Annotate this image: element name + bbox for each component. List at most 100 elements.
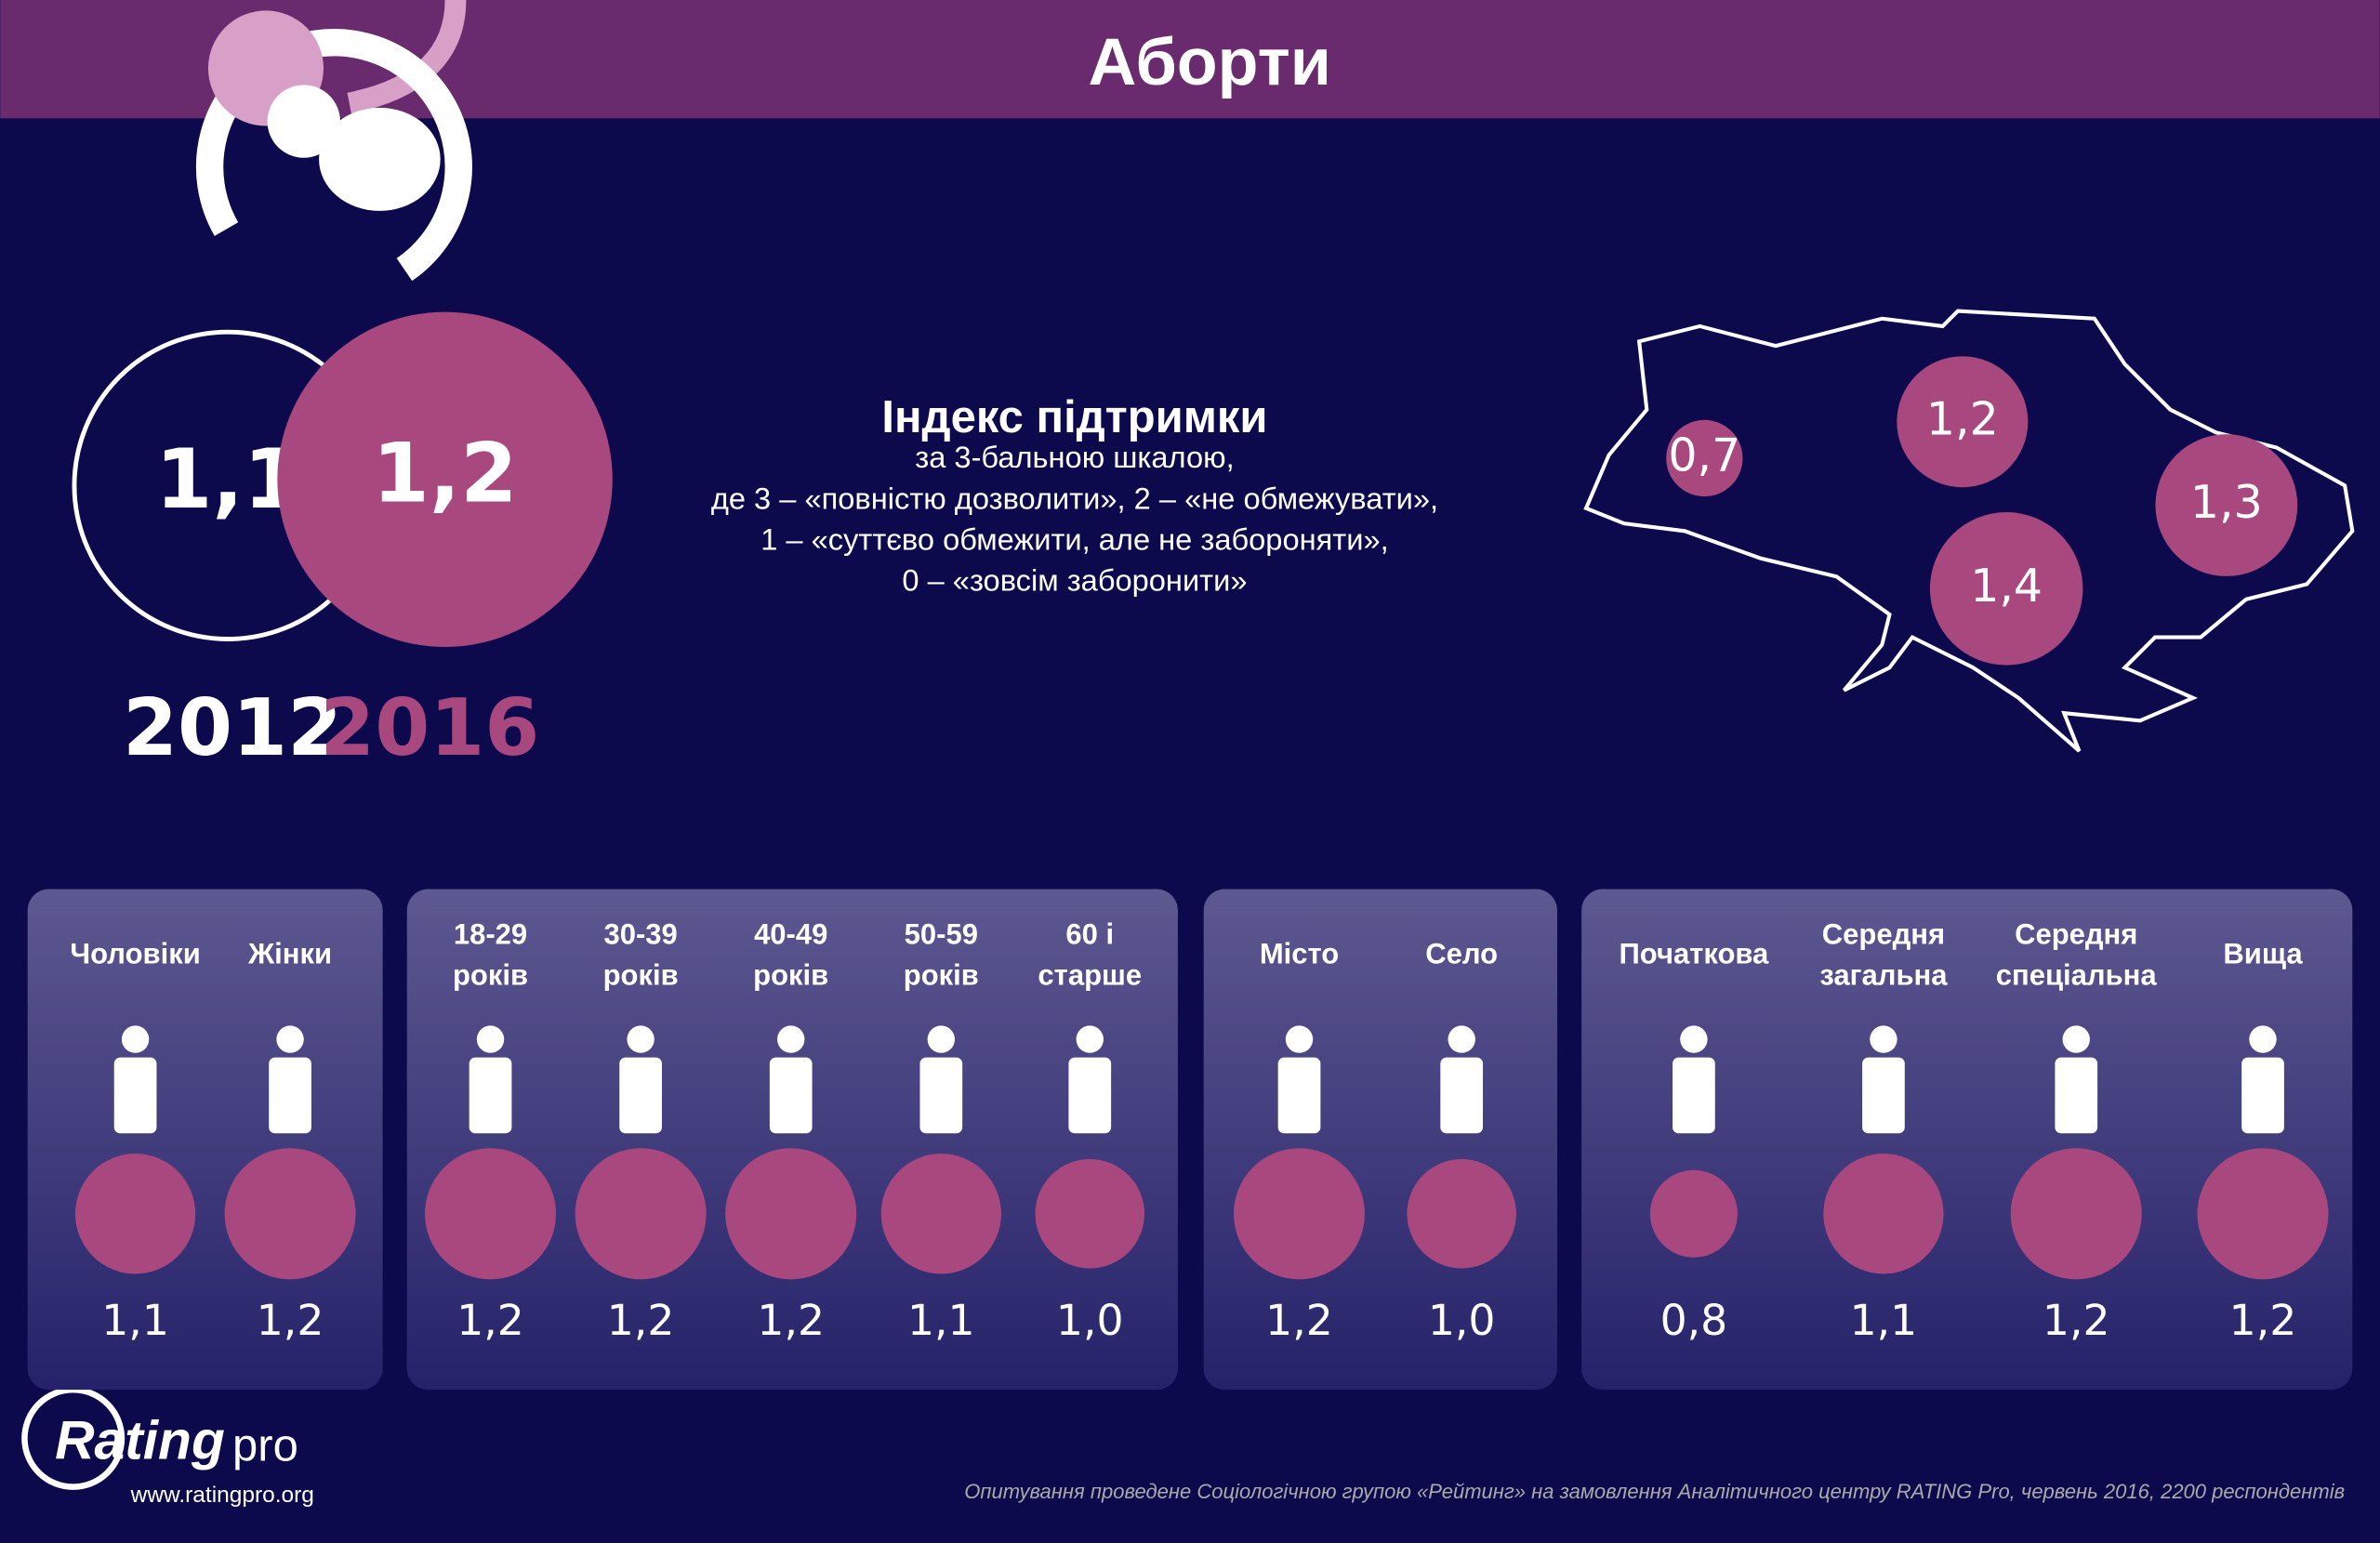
icon-head [1448,1025,1475,1053]
group-value: 0,8 [1660,1296,1728,1345]
group-value: 1,0 [1056,1296,1124,1345]
group-bubble [725,1148,857,1280]
icon-head [627,1025,654,1053]
group-label: Чоловіки [70,938,200,970]
icon-body [769,1057,813,1134]
group-value: 1,2 [2043,1296,2110,1345]
group-label: 18-29 [454,917,527,950]
icon-body [269,1057,311,1134]
group-value: 1,1 [907,1296,975,1345]
region-bubble [2155,434,2298,576]
icon-head [2249,1025,2277,1053]
region-value: 1,2 [1926,392,1999,445]
icon-head [121,1025,150,1053]
group-label: 60 і [1065,917,1114,950]
group-label: спеціальна [1996,958,2158,991]
group-bubble [1407,1159,1516,1269]
group-label: років [753,958,828,991]
group-label: Початкова [1620,938,1770,970]
group-bubble [1823,1154,1944,1274]
icon-body [2241,1057,2284,1134]
group-value: 1,1 [101,1296,169,1345]
group-value: 1,2 [1265,1296,1333,1345]
icon-head [1680,1025,1708,1053]
group-bubble [1035,1159,1145,1269]
group-bubble [880,1154,1001,1274]
group-bubble [1649,1169,1738,1258]
group-label: 30-39 [603,917,677,950]
group-value: 1,2 [2229,1296,2297,1345]
year-label: 2016 [320,682,539,774]
group-label: загальна [1819,958,1948,991]
logo-rating: Rating [55,1410,225,1470]
group-label: років [603,958,679,991]
group-bubble [1234,1148,1366,1280]
region-value: 1,4 [1970,560,2043,613]
group-label: старше [1038,958,1142,991]
group-bubble [2010,1148,2142,1280]
group-value: 1,2 [757,1296,825,1345]
group-value: 1,2 [257,1296,324,1345]
icon-body [2055,1057,2098,1134]
map-outline [1583,309,2355,753]
icon-head [777,1025,805,1053]
group-bubble [224,1148,356,1280]
group-label: років [453,958,528,991]
index-line: 1 – «суттєво обмежити, але не забороняти… [760,521,1388,556]
group-label: 50-59 [905,917,978,950]
group-label: Місто [1260,938,1339,970]
icon-head [1285,1025,1314,1053]
index-line: 0 – «зовсім заборонити» [902,562,1247,597]
group-bubble [2197,1148,2329,1280]
group-value: 1,2 [607,1296,675,1345]
group-label: Жінки [247,938,332,970]
icon-head [276,1025,304,1053]
icon-head [927,1025,956,1053]
icon-head [476,1025,505,1053]
region-bubble [1666,419,1743,497]
icon-body [619,1057,662,1134]
group-label: Село [1425,938,1498,970]
icon-head [1870,1025,1897,1053]
icon-body [1277,1057,1321,1134]
icon-body [919,1057,963,1134]
logo-pro: pro [232,1421,298,1471]
logo-url: www.ratingpro.org [130,1483,314,1508]
footer-note: Опитування проведене Соціологічною групо… [964,1480,2345,1503]
icon-body [113,1057,157,1134]
group-value: 1,0 [1428,1296,1496,1345]
group-value: 1,1 [1850,1296,1918,1345]
group-label: Вища [2223,938,2303,970]
region-bubble [1897,356,2029,488]
index-line: за 3-бальною шкалою, [915,440,1234,474]
icon-body [1440,1057,1484,1134]
group-bubble [74,1154,196,1274]
region-value: 0,7 [1668,429,1740,481]
icon-head [2062,1025,2090,1053]
icon-body [469,1057,512,1134]
group-label: 40-49 [754,917,827,950]
group-label: Середня [2015,917,2137,950]
region-value: 1,3 [2190,476,2263,529]
title: Аборти [1089,25,1331,99]
year-label: 2012 [123,682,342,774]
icon-body [1673,1057,1715,1134]
group-bubble [575,1148,707,1280]
group-bubble [425,1148,557,1280]
icon-head [1076,1025,1104,1053]
fetus-icon [195,0,472,306]
icon-body [1068,1057,1112,1134]
overall-value: 1,2 [373,426,518,521]
group-label: Середня [1822,917,1945,950]
group-panel [1203,889,1558,1391]
index-title: Індекс підтримки [881,392,1267,442]
group-label: років [904,958,979,991]
group-value: 1,2 [456,1296,524,1345]
icon-body [1862,1057,1905,1134]
index-line: де 3 – «повністю дозволити», 2 – «не обм… [711,481,1438,515]
group-panel [1581,889,2353,1391]
overall-bubble [277,311,613,647]
overall-value: 1,1 [155,431,300,527]
region-bubble [1929,512,2083,666]
